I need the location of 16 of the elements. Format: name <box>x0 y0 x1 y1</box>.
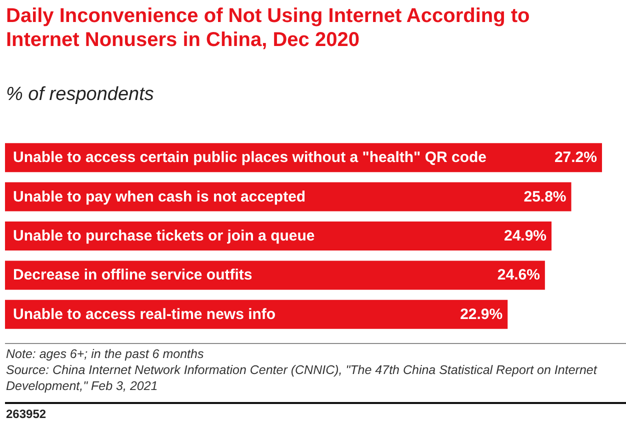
source-note: Source: China Internet Network Information Center (CNNIC), "The 47th China Statistical Report on Internet Development," Feb 3, 2021 <box>6 363 597 393</box>
y-tick-label: Decrease in offline service outfits <box>13 266 252 284</box>
data-label: 25.8% <box>524 188 566 206</box>
y-tick-label: Unable to purchase tickets or join a queue <box>13 228 315 244</box>
y-tick-label: Unable to access certain public places without a "health" QR code <box>13 149 487 166</box>
bar <box>5 260 545 290</box>
y-tick-label: Unable to access real-time news info <box>13 306 276 323</box>
chart-title: Daily Inconvenience of Not Using Internet According to Internet Nonusers in China, Dec 2020 <box>6 4 531 52</box>
y-tick-label: Unable to pay when cash is not accepted <box>13 188 306 206</box>
chart-subtitle: % of respondents <box>6 84 154 106</box>
data-label: 27.2% <box>554 149 597 166</box>
text: Note: ages 6+; in the past 6 months <box>6 347 204 361</box>
data-label: 22.9% <box>460 306 503 323</box>
data-label: 24.6% <box>497 266 540 284</box>
data-label: 24.9% <box>504 228 547 244</box>
text: 263952 <box>6 407 46 421</box>
